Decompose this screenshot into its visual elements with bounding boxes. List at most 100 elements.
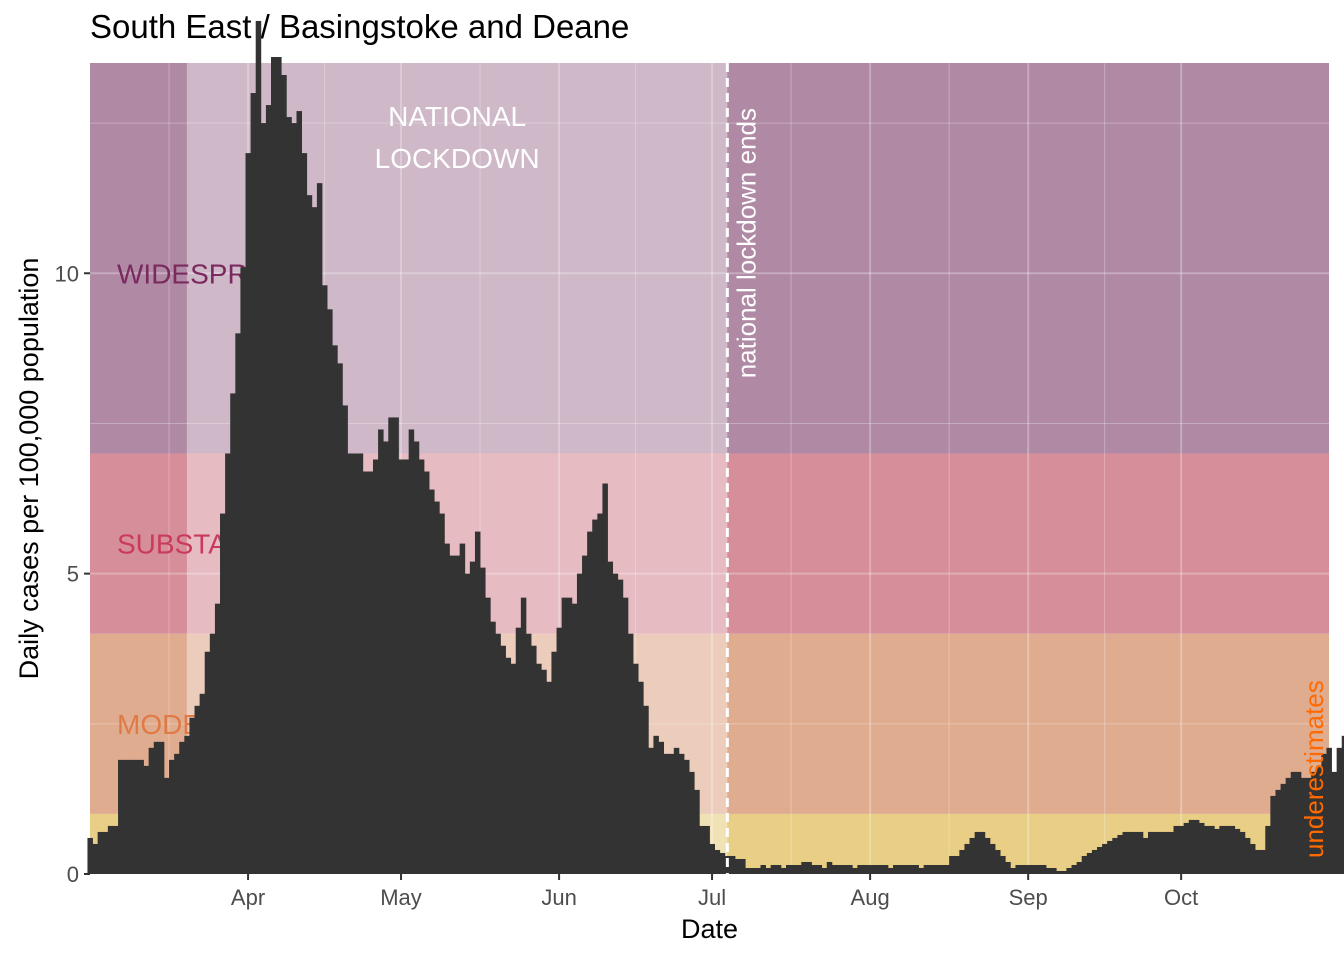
bar [541,669,547,874]
x-axis-title: Date [681,914,738,944]
bar [944,864,950,874]
bar [1219,825,1225,874]
bar [510,663,517,874]
bar [1275,789,1281,874]
bar [143,765,150,874]
bar [893,864,899,874]
bar [316,183,323,875]
bar [1204,825,1210,874]
bar [842,864,848,874]
bar [898,864,904,874]
bar [286,117,292,875]
bar [1076,861,1083,874]
bar [816,864,823,874]
bar [556,627,563,874]
bar [1341,735,1344,874]
x-tick-label: May [380,885,422,910]
bar [383,441,389,874]
bar [745,867,751,874]
bar [658,741,665,874]
bar [321,285,328,875]
bar [1030,864,1037,874]
bar [469,561,476,874]
bar [1270,795,1276,874]
bar [240,267,246,875]
bar [979,831,986,874]
bar [908,864,914,874]
bar [1255,849,1261,874]
y-tick-label: 5 [67,562,79,587]
lockdown-label-line1: NATIONAL [388,101,526,132]
bar [179,741,185,874]
axes: 0 5 10 Apr May Jun Jul Aug Sep Oct [55,261,1199,910]
bar [388,417,394,874]
bar [709,843,715,874]
bar [760,864,766,874]
bar [459,543,466,874]
x-tick-label: Apr [231,885,265,910]
bar [877,864,884,874]
bar [989,843,996,874]
bar [923,864,930,874]
bar [1112,837,1118,874]
bar [949,855,955,874]
bar [1229,825,1236,874]
y-tick-label: 0 [67,862,79,887]
bar [378,429,384,874]
bar [1193,819,1200,874]
y-tick-label: 10 [55,261,79,286]
bar [1306,777,1312,874]
bar [689,771,695,874]
bar [785,864,792,874]
bar [862,864,868,874]
bar [220,513,226,874]
bar [551,651,557,874]
bar [684,759,690,874]
bar [1249,843,1256,874]
bar [969,837,976,874]
bar [1239,831,1246,874]
data-bars [87,20,1344,875]
bar [128,759,134,874]
bar [464,573,471,874]
bar [204,651,211,874]
bar [1321,753,1327,874]
bar [1142,837,1149,874]
bar [1051,867,1057,874]
bar [571,603,578,874]
bar [648,747,654,874]
bar [954,855,960,874]
bar [306,195,313,874]
bar [1010,867,1016,874]
bar [439,513,445,874]
bar [1097,846,1103,874]
bar [638,681,644,874]
bar [1071,864,1078,874]
bar [260,123,267,874]
bar [1015,864,1021,874]
bar [230,393,236,874]
bar [1107,840,1113,874]
bar [1102,843,1108,874]
bar [123,759,129,874]
bar [327,309,333,874]
bar [694,789,700,874]
bar [663,753,670,874]
bar [582,555,588,874]
bar [1122,831,1128,874]
x-tick-label: Aug [851,885,890,910]
bar [750,867,756,874]
bar [780,867,787,874]
bar [174,753,180,874]
bar [607,561,614,874]
bar [1178,825,1185,874]
bar [342,405,348,874]
bar [617,579,624,874]
bar [699,825,705,874]
bar [413,441,420,874]
bar [1025,864,1032,874]
bar [536,663,542,874]
bar [1183,822,1190,874]
bar [291,123,297,874]
bar [1209,825,1215,874]
